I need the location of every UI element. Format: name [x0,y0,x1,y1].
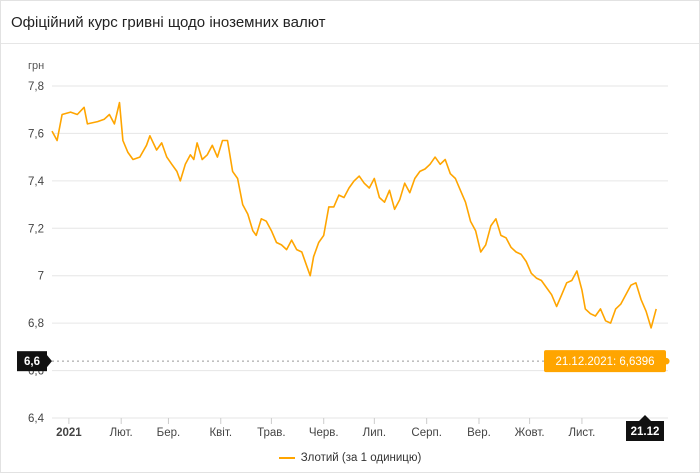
y-tick-label: 7,6 [28,128,44,140]
y-tick-label: 7,8 [28,81,44,93]
crosshair-x-label: 21.12 [631,426,660,438]
legend-label: Злотий (за 1 одиницю) [300,452,422,464]
x-tick-label: Квіт. [209,427,232,439]
crosshair-y-label: 6,6 [24,356,40,368]
x-tick-label: Лист. [568,427,595,439]
x-tick-label: Жовт. [515,427,545,439]
x-tick-label: Бер. [157,427,181,439]
crosshair-y-label-box [17,351,47,372]
crosshair-x-label-arrow [639,415,651,421]
x-tick-label: Лют. [110,427,133,439]
series-line [51,101,657,329]
x-tick-label: Вер. [467,427,491,439]
tooltip-text: 21.12.2021: 6,6396 [555,356,654,368]
y-tick-label: 6,8 [28,318,44,330]
legend-line-icon [278,457,295,459]
x-tick-label: Черв. [309,427,339,439]
y-tick-label: 7,4 [28,176,45,188]
crosshair-y-label-arrow [47,355,52,368]
x-tick-label: 2021 [56,427,82,439]
y-tick-label: 6,4 [28,413,45,425]
y-axis-label: грн [28,60,44,72]
y-tick-label: 7 [38,271,44,283]
page-title: Офіційний курс гривні щодо іноземних вал… [11,13,326,31]
y-tick-label: 7,2 [28,223,44,235]
x-tick-label: Трав. [257,427,285,439]
chart-legend[interactable]: Злотий (за 1 одиницю) [0,452,700,464]
tooltip-box [544,350,666,373]
card-header: Офіційний курс гривні щодо іноземних вал… [1,1,699,44]
x-tick-label: Лип. [363,427,386,439]
crosshair-x-label-box [626,421,664,441]
x-tick-label: Серп. [411,427,442,439]
